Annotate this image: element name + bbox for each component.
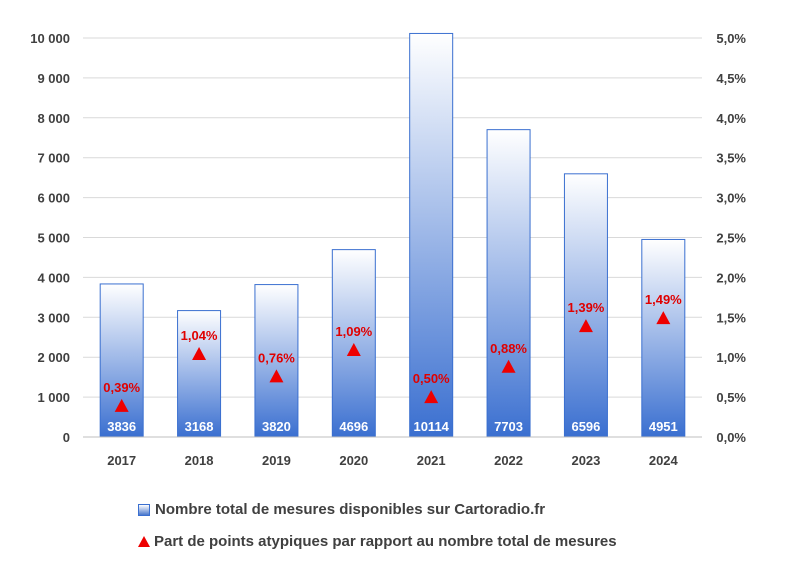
point-marker xyxy=(501,359,516,373)
point-marker xyxy=(656,311,671,325)
y-left-tick-label: 7 000 xyxy=(37,151,70,166)
y-right-tick-label: 5,0% xyxy=(716,31,746,46)
y-left-tick-label: 5 000 xyxy=(37,231,70,246)
x-tick-label: 2023 xyxy=(571,453,600,468)
point-marker xyxy=(114,398,129,412)
x-tick-label: 2017 xyxy=(107,453,136,468)
point-value-label: 0,39% xyxy=(103,380,140,395)
y-left-tick-label: 1 000 xyxy=(37,390,70,405)
legend-bar-swatch-icon xyxy=(138,503,150,516)
x-tick-label: 2019 xyxy=(262,453,291,468)
y-right-tick-label: 3,0% xyxy=(716,191,746,206)
bar-value-label: 3168 xyxy=(185,419,214,434)
legend-item-bars: Nombre total de mesures disponibles sur … xyxy=(138,501,545,518)
bar xyxy=(409,32,454,438)
legend-item-markers: Part de points atypiques par rapport au … xyxy=(138,533,617,550)
y-left-tick-label: 4 000 xyxy=(37,270,70,285)
bar xyxy=(486,129,531,438)
y-left-tick-label: 10 000 xyxy=(30,31,70,46)
bar-value-label: 3820 xyxy=(262,419,291,434)
y-left-tick-label: 8 000 xyxy=(37,111,70,126)
y-right-tick-label: 1,0% xyxy=(716,350,746,365)
x-tick-label: 2022 xyxy=(494,453,523,468)
point-value-label: 0,50% xyxy=(413,371,450,386)
y-left-tick-label: 0 xyxy=(63,430,70,445)
bar-value-label: 10114 xyxy=(413,419,449,434)
y-left-tick-label: 3 000 xyxy=(37,310,70,325)
point-marker xyxy=(269,369,284,383)
x-tick-label: 2021 xyxy=(417,453,446,468)
bar-value-label: 6596 xyxy=(571,419,600,434)
y-right-tick-label: 3,5% xyxy=(716,151,746,166)
bar xyxy=(254,284,299,438)
point-value-label: 1,09% xyxy=(335,324,372,339)
y-right-tick-label: 2,0% xyxy=(716,270,746,285)
point-marker xyxy=(346,343,361,357)
bar xyxy=(563,173,608,438)
y-right-tick-label: 1,5% xyxy=(716,310,746,325)
legend-triangle-icon xyxy=(138,536,150,547)
bar xyxy=(99,283,144,438)
y-right-tick-label: 0,5% xyxy=(716,390,746,405)
bar-value-label: 7703 xyxy=(494,419,523,434)
point-value-label: 1,49% xyxy=(645,292,682,307)
point-value-label: 0,76% xyxy=(258,350,295,365)
bar-value-label: 4951 xyxy=(649,419,678,434)
x-tick-label: 2020 xyxy=(339,453,368,468)
point-value-label: 1,39% xyxy=(568,300,605,315)
point-marker xyxy=(578,319,593,333)
y-right-tick-label: 4,0% xyxy=(716,111,746,126)
point-marker xyxy=(424,390,439,404)
bar xyxy=(641,238,686,438)
point-marker xyxy=(192,347,207,361)
y-left-tick-label: 9 000 xyxy=(37,71,70,86)
x-tick-label: 2024 xyxy=(649,453,679,468)
y-right-tick-label: 0,0% xyxy=(716,430,746,445)
legend-label-markers: Part de points atypiques par rapport au … xyxy=(154,533,617,550)
point-value-label: 1,04% xyxy=(181,328,218,343)
y-right-tick-label: 4,5% xyxy=(716,71,746,86)
y-left-tick-label: 2 000 xyxy=(37,350,70,365)
y-right-tick-label: 2,5% xyxy=(716,231,746,246)
bar-value-label: 3836 xyxy=(107,419,136,434)
bar-value-label: 4696 xyxy=(339,419,368,434)
point-value-label: 0,88% xyxy=(490,341,527,356)
x-tick-label: 2018 xyxy=(185,453,214,468)
bar xyxy=(177,310,222,438)
y-left-tick-label: 6 000 xyxy=(37,191,70,206)
legend-label-bars: Nombre total de mesures disponibles sur … xyxy=(155,501,546,518)
